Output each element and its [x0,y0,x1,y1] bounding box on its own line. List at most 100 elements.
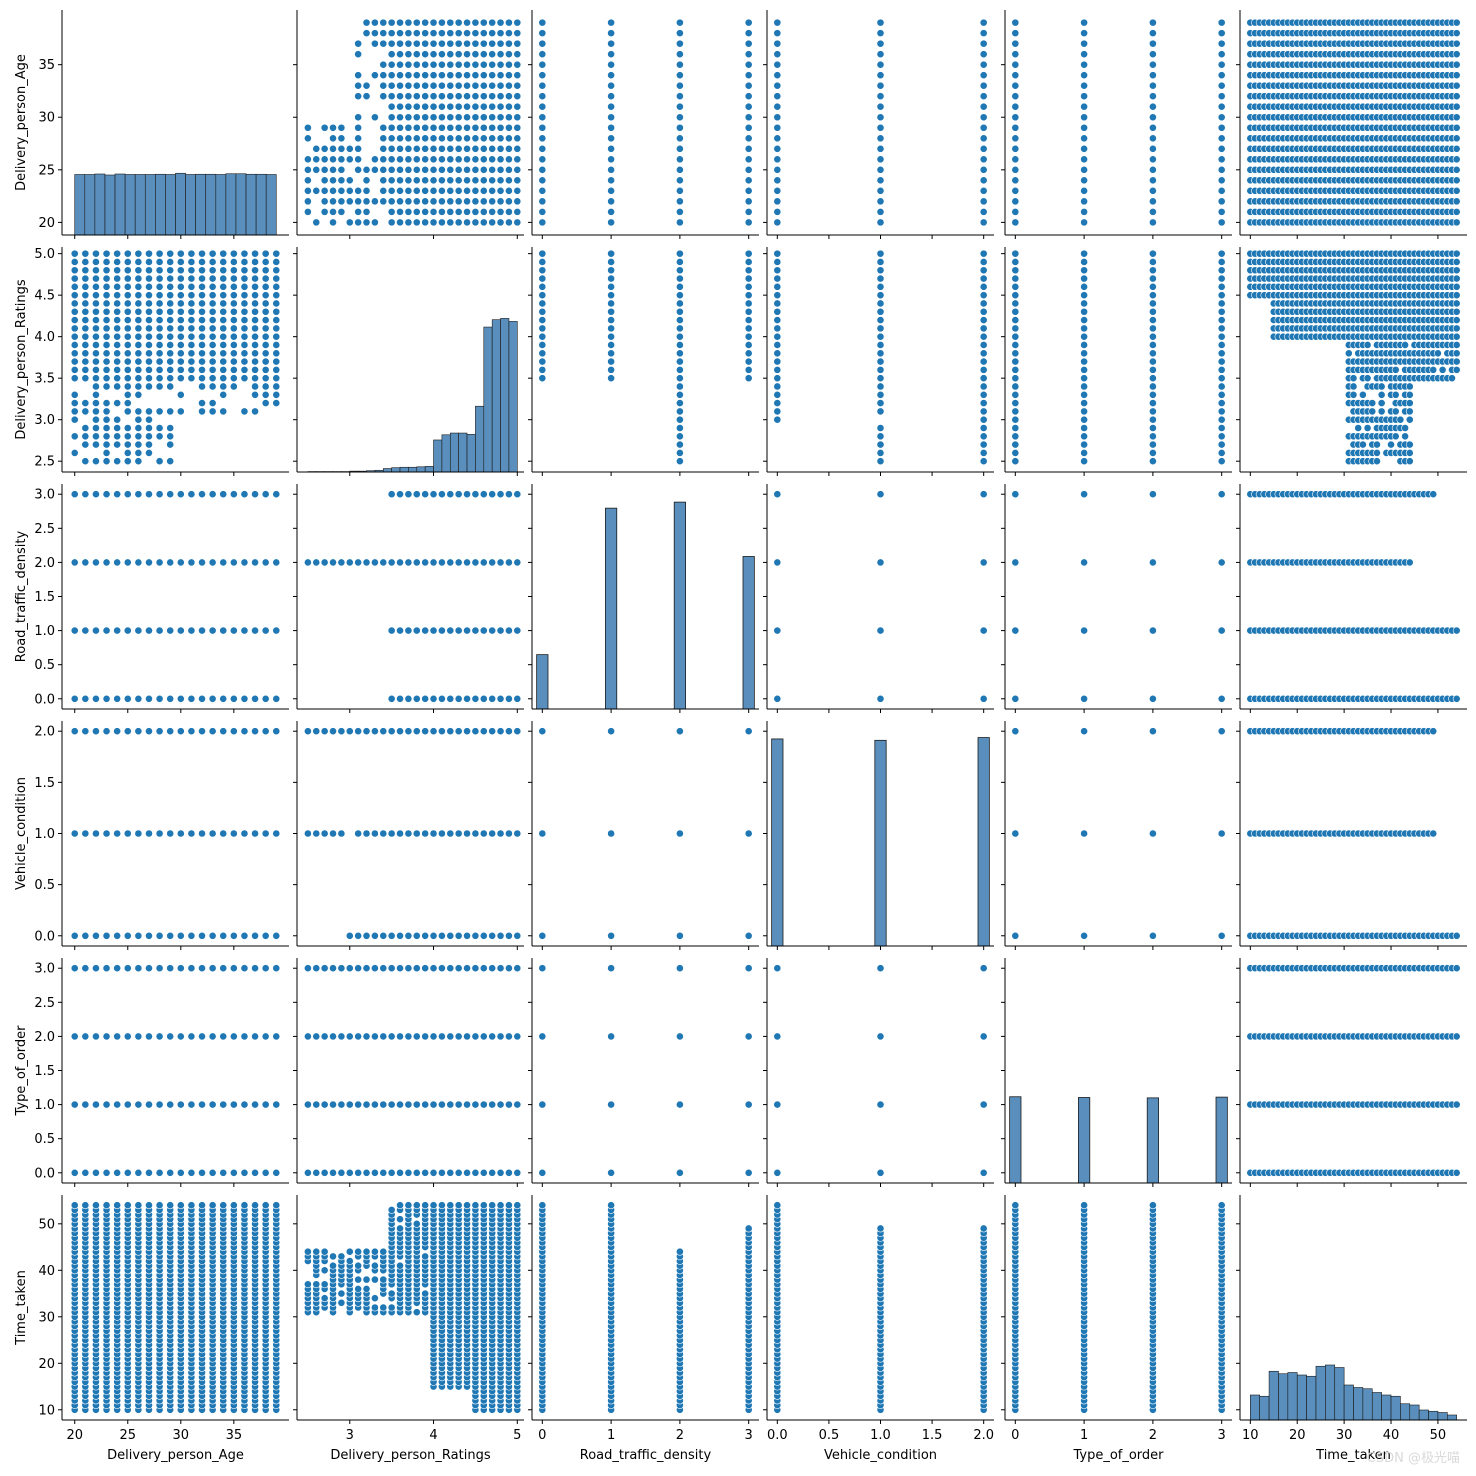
data-point [412,207,421,216]
data-point [1011,931,1020,940]
data-point [134,390,143,399]
data-point [240,694,249,703]
data-point [113,829,122,838]
data-point [675,274,684,283]
hist-bar [1215,1096,1228,1184]
data-point [251,249,259,258]
data-point [876,274,885,283]
data-point [538,207,547,216]
data-point [744,29,753,38]
data-point [471,207,480,216]
data-point [1148,440,1157,449]
panel-Road_traffic_density-vs-Vehicle_condition [763,484,994,713]
data-point [354,207,363,216]
data-point [538,60,547,69]
data-point [208,1100,217,1109]
data-point [155,1032,164,1041]
data-point [176,390,185,399]
data-point [538,197,547,206]
data-point [371,155,379,164]
data-point [412,558,421,567]
data-point [229,332,238,341]
data-point [145,316,153,324]
data-point [123,829,132,838]
data-point [496,829,505,838]
data-point [198,258,206,266]
data-point [272,829,281,838]
data-point [513,558,522,567]
data-point [876,249,885,258]
data-point [496,155,505,164]
data-point [876,432,885,441]
data-point [429,626,438,635]
data-point [454,727,463,736]
data-point [744,176,753,185]
data-point [675,390,684,399]
data-point [876,490,885,499]
data-point [454,218,463,227]
data-point [145,1100,153,1109]
data-point [113,266,122,275]
data-point [145,307,153,316]
data-point [329,165,337,174]
data-point [261,490,270,499]
data-point [446,144,455,153]
data-point [240,332,249,341]
data-point [261,694,270,703]
data-point [1011,186,1020,195]
data-point [1148,490,1157,499]
data-point [102,1201,111,1210]
data-point [1080,307,1089,316]
data-point [320,727,329,736]
data-point [387,71,396,80]
data-point [538,92,547,101]
data-point [744,123,753,132]
data-point [362,829,371,838]
data-point [773,382,782,391]
data-point [303,1032,312,1041]
data-point [345,727,354,736]
data-point [421,134,430,143]
data-point [176,829,185,838]
data-point [1452,365,1461,374]
data-point [479,727,488,736]
data-point [1217,197,1226,206]
data-point [92,440,100,449]
data-point [208,258,217,266]
data-point [1452,113,1461,122]
data-point [438,964,446,973]
data-point [607,1168,616,1177]
data-point [675,727,684,736]
data-point [876,155,885,164]
data-point [387,29,396,38]
data-point [155,374,164,383]
data-point [1452,29,1461,38]
data-point [496,626,505,635]
data-point [538,50,547,59]
data-point [607,1032,616,1041]
data-point [463,144,471,153]
data-point [538,307,547,316]
data-point [744,307,753,316]
data-point [513,39,522,48]
data-point [1434,349,1442,358]
data-point [123,365,132,374]
data-point [123,457,132,466]
data-point [446,829,455,838]
data-point [471,490,480,499]
data-point [187,249,196,258]
data-point [513,490,522,499]
data-point [229,1032,238,1041]
data-point [1452,50,1461,59]
data-point [198,282,206,291]
data-point [379,18,388,27]
data-point [1452,299,1461,308]
data-point [412,92,421,101]
data-point [1080,266,1089,275]
data-point [675,123,684,132]
data-point [421,197,430,206]
data-point [675,432,684,441]
data-point [1011,299,1020,308]
data-point [1080,316,1089,324]
data-point [744,50,753,59]
